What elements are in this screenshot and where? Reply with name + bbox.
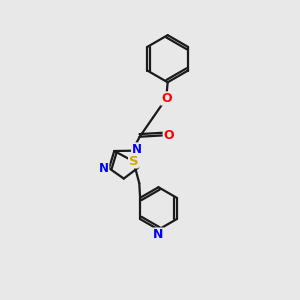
Text: S: S <box>129 155 138 168</box>
Text: O: O <box>161 92 172 105</box>
Text: O: O <box>163 129 174 142</box>
Text: N: N <box>99 162 109 175</box>
Text: N: N <box>131 143 141 156</box>
Text: N: N <box>153 228 164 241</box>
